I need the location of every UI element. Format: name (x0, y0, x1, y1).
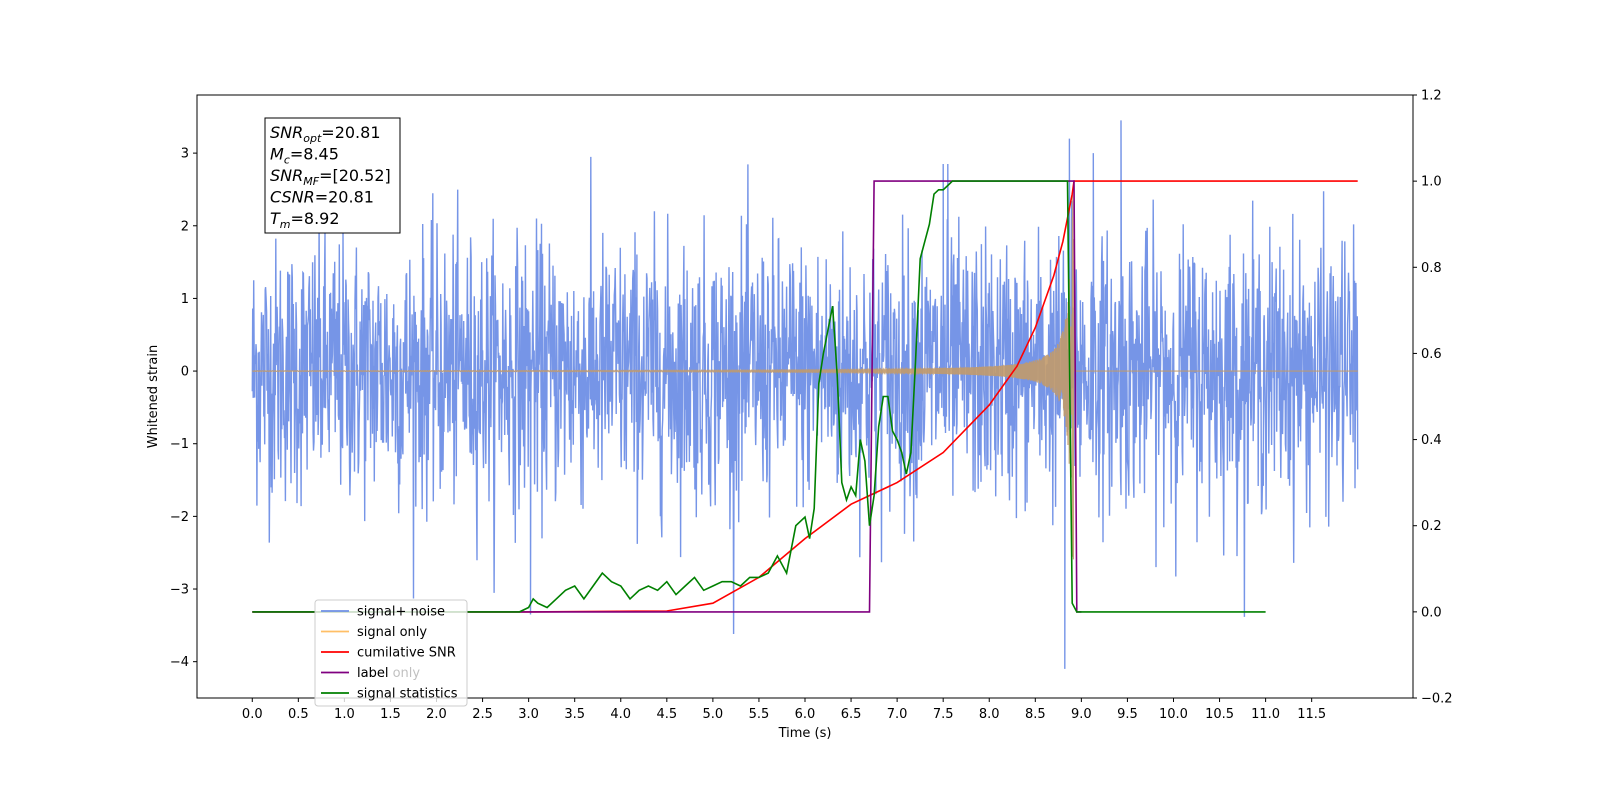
x-tick-label: 3.0 (518, 707, 539, 722)
annotation-line: Tm=8.92 (270, 209, 340, 231)
x-tick-label: 0.5 (288, 707, 309, 722)
x-tick-label: 5.5 (749, 707, 770, 722)
annotation-line: CSNR=20.81 (270, 188, 374, 207)
y-tick-label: −4 (170, 655, 189, 670)
x-tick-label: 0.0 (242, 707, 263, 722)
annotation-line: SNRMF=[20.52] (270, 166, 391, 188)
y-tick-label: −3 (170, 583, 189, 598)
legend-label: label (357, 666, 388, 681)
annotation-box: SNRopt=20.81Mc=8.45SNRMF=[20.52]CSNR=20.… (264, 117, 401, 234)
legend-label-ghost: label only (357, 666, 420, 681)
x-tick-label: 11.5 (1297, 707, 1326, 722)
y2-tick-label: 0.2 (1421, 519, 1442, 534)
legend: label only signal+ noise signal only cumila… (314, 599, 468, 707)
series-line-cumilative-snr (252, 180, 1358, 613)
x-tick-label: 1.0 (334, 707, 355, 722)
annotation-line: SNRopt=20.81 (270, 123, 381, 145)
x-tick-label: 8.5 (1025, 707, 1046, 722)
x-tick-label: 1.5 (380, 707, 401, 722)
x-tick-label: 7.0 (887, 707, 908, 722)
legend-label: signal statistics (357, 687, 458, 702)
y-tick-label: 0 (181, 365, 189, 380)
x-tick-label: 5.0 (703, 707, 724, 722)
x-tick-label: 11.0 (1251, 707, 1280, 722)
series-line-signal-only (252, 191, 1358, 560)
x-tick-label: 10.5 (1205, 707, 1234, 722)
legend-label: signal only (357, 625, 427, 640)
annotation-line: Mc=8.45 (270, 145, 339, 167)
legend-frame (314, 599, 468, 707)
x-tick-label: 2.0 (426, 707, 447, 722)
x-tick-label: 9.5 (1117, 707, 1138, 722)
x-tick-label: 7.5 (933, 707, 954, 722)
annotation-frame (264, 117, 401, 234)
legend-label: signal+ noise (357, 605, 445, 620)
plot-area (251, 120, 1359, 669)
y2-tick-label: −0.2 (1421, 692, 1453, 707)
y-tick-label: 3 (181, 147, 189, 162)
x-tick-label: 6.0 (795, 707, 816, 722)
y2-tick-label: 1.2 (1421, 89, 1442, 104)
y2-tick-label: 0.0 (1421, 605, 1442, 620)
y2-tick-label: 0.6 (1421, 347, 1442, 362)
x-axis-label: Time (s) (778, 726, 832, 741)
axes: 0.0 0.5 1.0 1.5 2.0 2.5 3.0 3.5 4.0 4.5 5.0 5.5 6.0 6… (170, 89, 1453, 723)
x-tick-label: 6.5 (841, 707, 862, 722)
y-tick-label: 2 (181, 219, 189, 234)
y2-tick-label: 0.4 (1421, 433, 1442, 448)
y-tick-label: 1 (181, 292, 189, 307)
x-tick-label: 8.0 (979, 707, 1000, 722)
y-axis-label: Whitened strain (146, 345, 161, 448)
x-tick-label: 9.0 (1071, 707, 1092, 722)
legend-label: cumilative SNR (357, 646, 456, 661)
y2-tick-label: 0.8 (1421, 261, 1442, 276)
x-tick-label: 10.0 (1159, 707, 1188, 722)
x-tick-label: 3.5 (564, 707, 585, 722)
y-tick-label: −1 (170, 437, 189, 452)
x-tick-label: 2.5 (472, 707, 493, 722)
x-tick-label: 4.5 (656, 707, 677, 722)
y-tick-label: −2 (170, 510, 189, 525)
x-tick-label: 4.0 (610, 707, 631, 722)
series-line-signal-noise (251, 120, 1359, 669)
y2-tick-label: 1.0 (1421, 175, 1442, 190)
series-line-signal-statistics (252, 180, 1266, 613)
